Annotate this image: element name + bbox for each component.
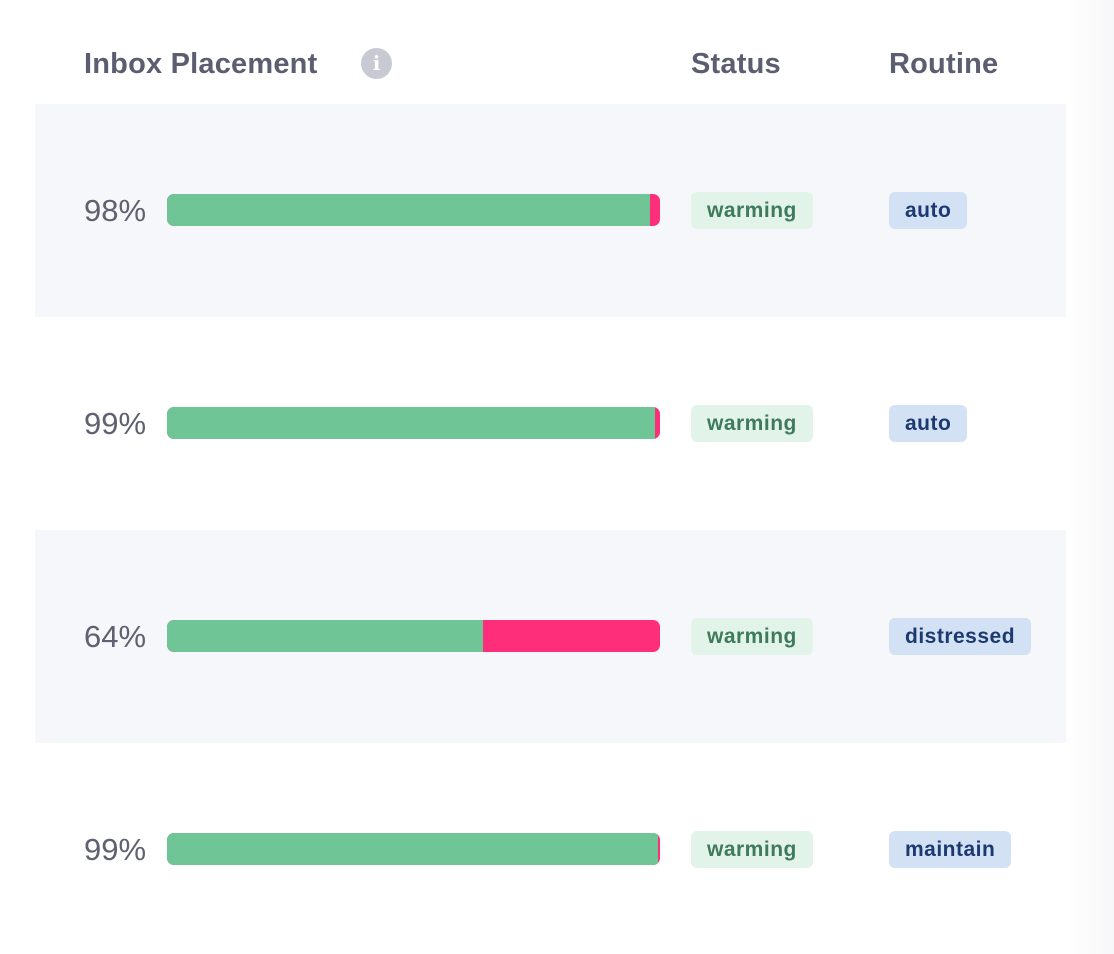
- placement-bar: [167, 194, 660, 226]
- status-badge: warming: [691, 831, 813, 868]
- placement-percent: 99%: [84, 406, 147, 441]
- table-row: 99% warming auto: [35, 317, 1066, 530]
- inbox-fill: [167, 833, 658, 865]
- inbox-fill: [167, 620, 483, 652]
- status-badge: warming: [691, 618, 813, 655]
- table-row: 99% warming maintain: [35, 743, 1066, 954]
- table-header: Inbox Placement i Status Routine: [0, 0, 1066, 104]
- inbox-placement-header: Inbox Placement: [84, 48, 318, 80]
- table-row: 64% warming distressed: [35, 530, 1066, 743]
- routine-header: Routine: [889, 48, 999, 80]
- table-body: 98% warming auto 99% warming auto 64% wa…: [35, 104, 1066, 954]
- status-badge: warming: [691, 192, 813, 229]
- routine-badge: maintain: [889, 831, 1012, 868]
- placement-bar: [167, 407, 660, 439]
- placement-percent: 64%: [84, 619, 147, 654]
- routine-badge: distressed: [889, 618, 1032, 655]
- routine-badge: auto: [889, 405, 968, 442]
- info-icon[interactable]: i: [361, 48, 392, 79]
- placement-percent: 98%: [84, 193, 147, 228]
- placement-percent: 99%: [84, 832, 147, 867]
- status-header: Status: [691, 48, 781, 80]
- inbox-fill: [167, 194, 651, 226]
- routine-badge: auto: [889, 192, 968, 229]
- status-badge: warming: [691, 405, 813, 442]
- placement-bar: [167, 833, 660, 865]
- inbox-fill: [167, 407, 656, 439]
- placement-bar: [167, 620, 660, 652]
- table-row: 98% warming auto: [35, 104, 1066, 317]
